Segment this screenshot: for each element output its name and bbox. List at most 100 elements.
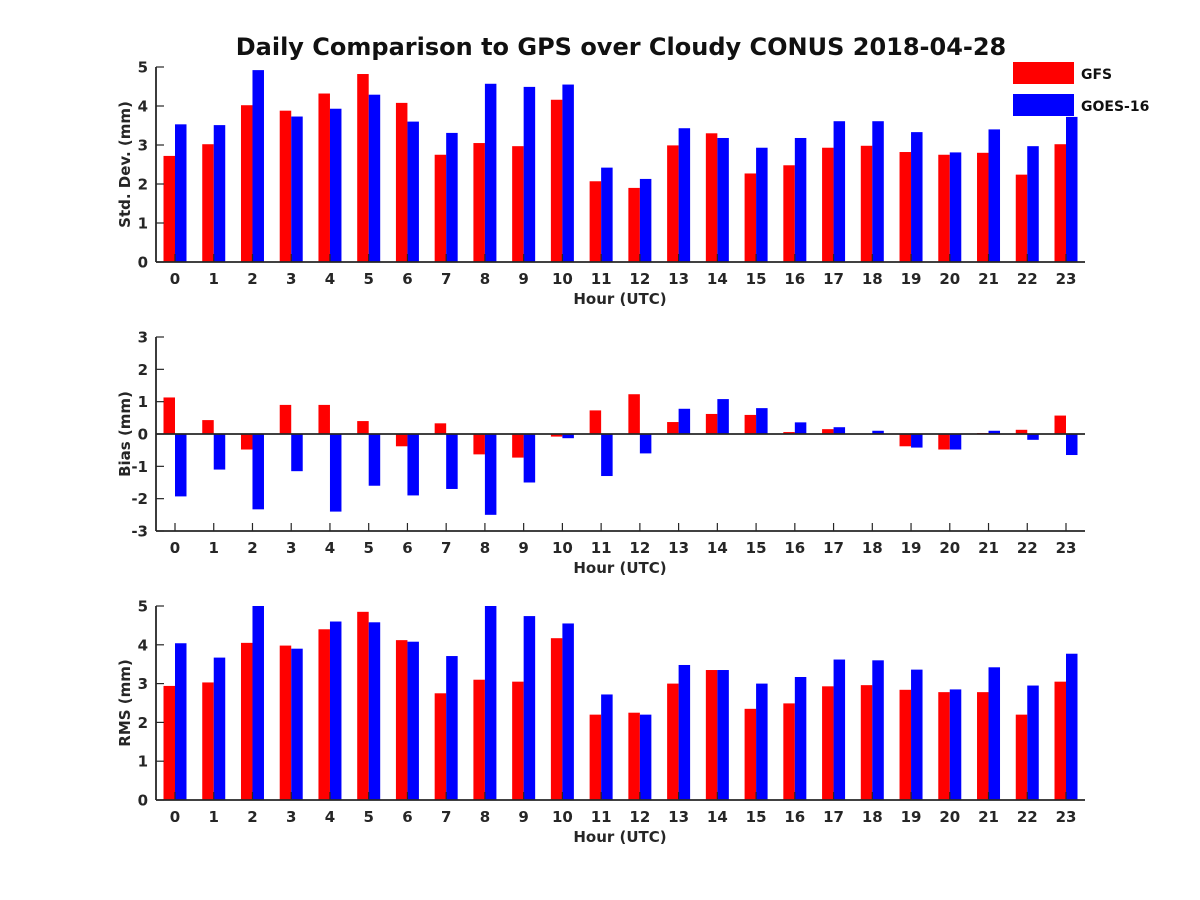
std-dev-bar-goes16-0: [175, 124, 187, 262]
rms-bar-goes16-18: [872, 660, 884, 800]
std-dev-x-tick-label: 0: [170, 270, 180, 288]
std-dev-bar-goes16-3: [291, 116, 303, 262]
rms-x-tick-label: 8: [480, 808, 490, 826]
std-dev-y-tick-label: 2: [138, 176, 148, 194]
std-dev-bar-goes16-12: [639, 178, 652, 262]
bias-x-tick-label: 4: [325, 539, 335, 557]
bias-bar-gfs-1: [202, 420, 214, 434]
std-dev-bar-goes16-8: [484, 83, 497, 263]
bias-bar-gfs-16: [783, 432, 795, 434]
bias-y-tick-label: -3: [131, 523, 148, 541]
rms-bar-goes16-0: [175, 643, 187, 800]
bias-x-tick-label: 20: [939, 539, 960, 557]
bias-x-tick-label: 14: [707, 539, 728, 557]
std-dev-x-tick-label: 18: [862, 270, 883, 288]
rms-bar-goes16-11: [601, 694, 613, 800]
rms-x-tick-label: 14: [707, 808, 728, 826]
std-dev-bar-goes16-9: [523, 86, 536, 262]
bias-x-tick-label: 22: [1017, 539, 1038, 557]
bias-bar-goes16-2: [252, 434, 264, 510]
std-dev-bar-gfs-20: [938, 154, 950, 262]
std-dev-bar-gfs-2: [240, 105, 253, 262]
std-dev-bar-goes16-1: [213, 125, 226, 262]
std-dev-y-tick-label: 1: [138, 215, 148, 233]
bias-bar-goes16-3: [291, 434, 303, 472]
std-dev-x-tick-label: 2: [247, 270, 257, 288]
bias-bar-goes16-11: [601, 434, 613, 477]
bias-x-tick-label: 11: [591, 539, 612, 557]
std-dev-bars: [163, 70, 1078, 263]
rms-bar-gfs-9: [512, 681, 524, 800]
bias-y-tick-label: -2: [131, 490, 148, 508]
bias-bar-gfs-0: [163, 397, 175, 434]
std-dev-x-tick-label: 19: [901, 270, 922, 288]
rms-bar-goes16-7: [446, 656, 458, 800]
bias-x-tick-label: 3: [286, 539, 296, 557]
rms-bars: [163, 606, 1078, 800]
std-dev-x-tick-label: 23: [1056, 270, 1077, 288]
rms-x-tick-label: 0: [170, 808, 180, 826]
bias-bar-goes16-6: [407, 434, 419, 496]
std-dev-bar-gfs-0: [163, 155, 175, 262]
std-dev-bar-goes16-21: [988, 129, 1001, 262]
std-dev-bar-goes16-10: [562, 84, 574, 262]
std-dev-bar-goes16-4: [329, 108, 342, 262]
rms-bar-gfs-19: [899, 689, 912, 800]
bias-bar-goes16-23: [1066, 434, 1078, 456]
bias-bar-goes16-16: [794, 422, 807, 434]
rms-bar-goes16-21: [988, 667, 1001, 800]
rms-bar-gfs-0: [163, 685, 175, 800]
rms-x-tick-label: 19: [901, 808, 922, 826]
rms-bar-gfs-7: [434, 693, 447, 800]
bias-bar-goes16-10: [562, 434, 574, 439]
rms-y-tick-label: 2: [138, 714, 148, 732]
std-dev-bar-gfs-12: [628, 187, 640, 262]
std-dev-bar-gfs-9: [512, 146, 524, 262]
rms-bar-goes16-10: [562, 623, 574, 800]
bias-bar-goes16-0: [175, 434, 187, 497]
std-dev-bar-gfs-5: [357, 74, 369, 263]
bias-bar-goes16-1: [213, 434, 226, 470]
bias-x-tick-label: 16: [784, 539, 805, 557]
rms-bar-goes16-22: [1027, 685, 1039, 800]
rms-x-tick-label: 3: [286, 808, 296, 826]
std-dev-x-tick-label: 20: [939, 270, 960, 288]
std-dev-bar-gfs-4: [318, 93, 330, 263]
std-dev-y-label: Std. Dev. (mm): [116, 101, 134, 228]
bias-bar-goes16-14: [717, 399, 729, 434]
rms-x-tick-label: 12: [629, 808, 650, 826]
std-dev-x-tick-label: 1: [209, 270, 219, 288]
bias-x-tick-label: 13: [668, 539, 689, 557]
rms-x-tick-label: 17: [823, 808, 844, 826]
bias-x-tick-label: 0: [170, 539, 180, 557]
std-dev-x-tick-label: 13: [668, 270, 689, 288]
bias-bar-gfs-15: [744, 414, 757, 434]
bias-bar-goes16-12: [639, 434, 652, 454]
std-dev-x-tick-label: 3: [286, 270, 296, 288]
bias-bar-goes16-5: [368, 434, 381, 486]
bias-bar-gfs-17: [822, 429, 834, 434]
bias-y-tick-label: 1: [138, 393, 148, 411]
bias-x-tick-label: 5: [363, 539, 373, 557]
rms-y-tick-label: 0: [138, 792, 148, 810]
bias-bar-gfs-4: [318, 404, 330, 434]
std-dev-bar-goes16-18: [872, 121, 884, 263]
bias-x-tick-label: 19: [901, 539, 922, 557]
rms-bar-goes16-16: [794, 677, 807, 800]
rms-x-tick-label: 15: [746, 808, 767, 826]
bias-x-tick-label: 12: [629, 539, 650, 557]
rms-x-tick-label: 22: [1017, 808, 1038, 826]
bias-bar-gfs-11: [589, 410, 602, 434]
bias-x-tick-label: 8: [480, 539, 490, 557]
std-dev-bar-gfs-23: [1054, 144, 1066, 262]
rms-bar-gfs-17: [822, 686, 834, 800]
std-dev-x-tick-label: 8: [480, 270, 490, 288]
bias-x-tick-label: 2: [247, 539, 257, 557]
std-dev-bar-goes16-11: [601, 167, 613, 262]
std-dev-bar-gfs-6: [395, 102, 408, 262]
std-dev-y-tick-label: 0: [138, 254, 148, 272]
rms-bar-goes16-12: [639, 714, 652, 800]
std-dev-y-tick-label: 5: [138, 59, 148, 77]
